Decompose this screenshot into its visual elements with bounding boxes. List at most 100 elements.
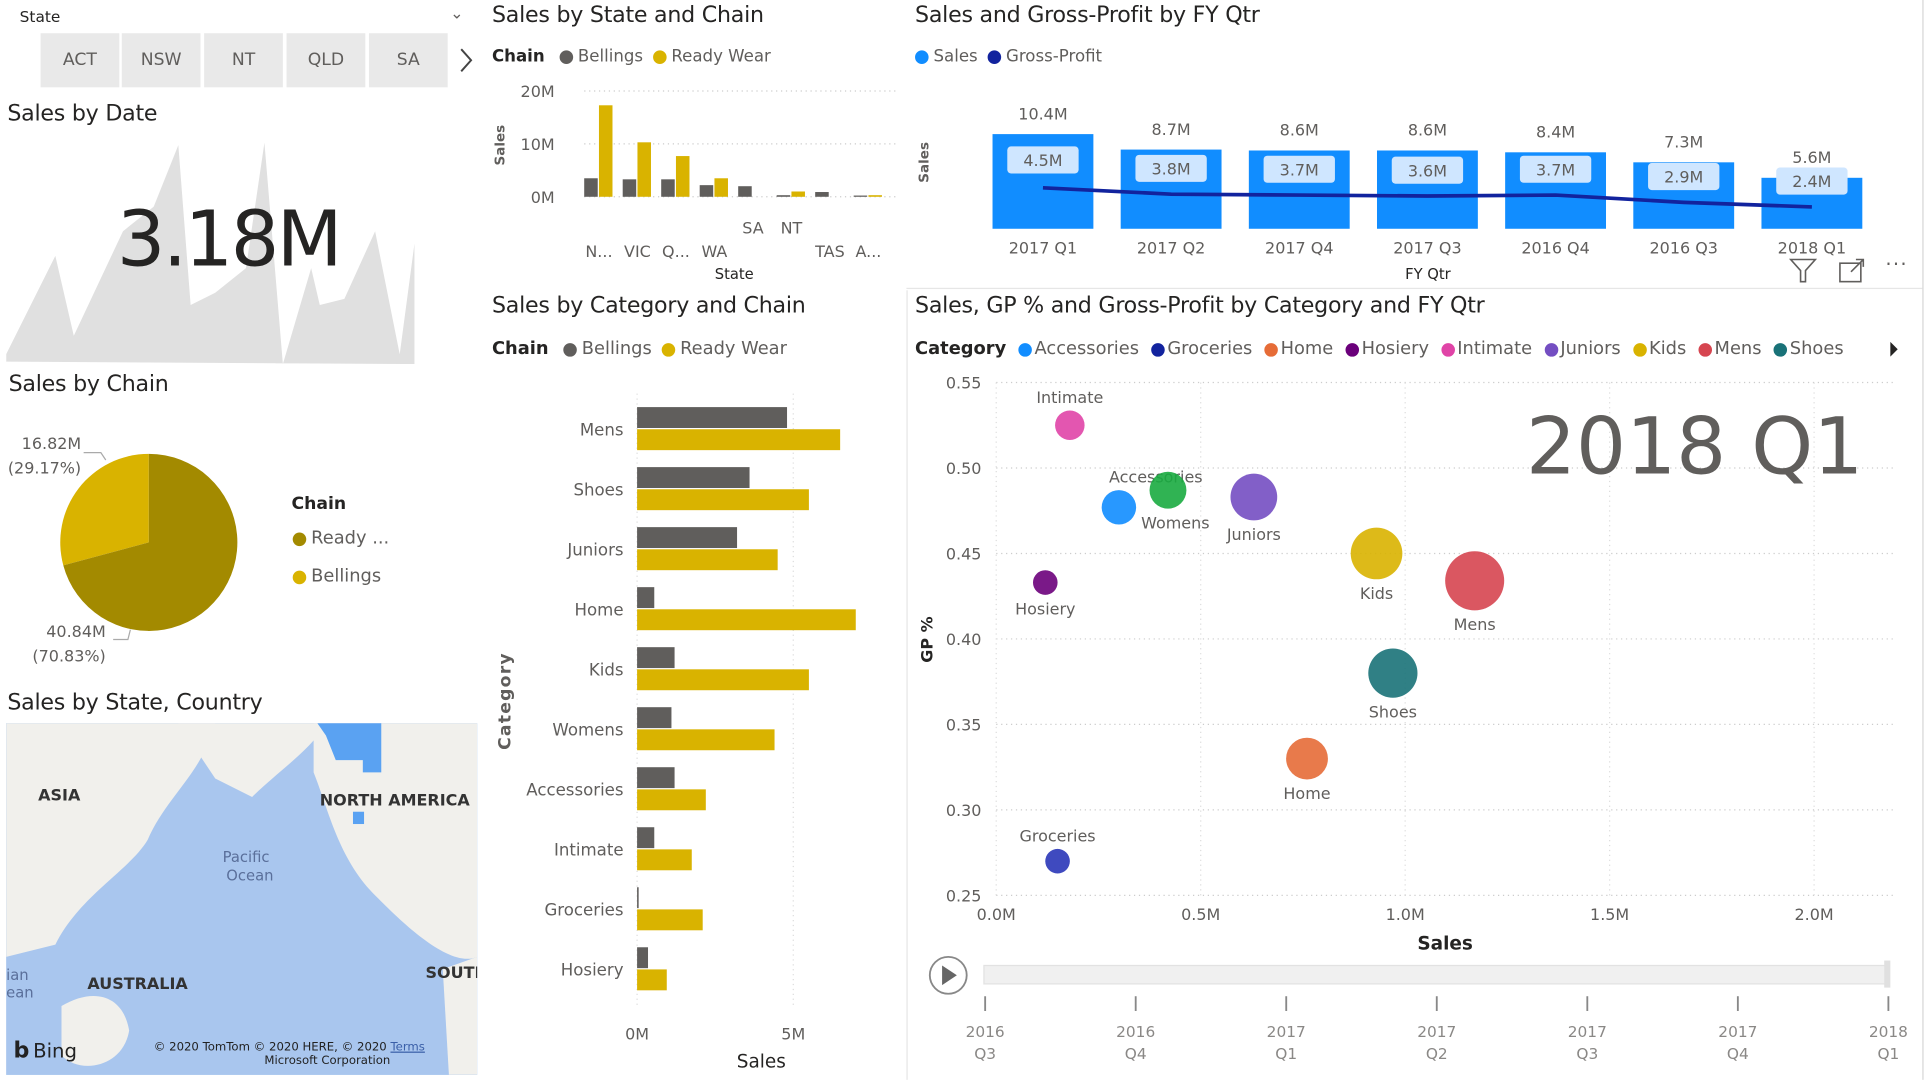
- bar-bellings[interactable]: [637, 767, 675, 789]
- bar-ready-wear[interactable]: [791, 191, 805, 197]
- legend-item-intimate[interactable]: Intimate: [1457, 339, 1533, 360]
- legend-ready-wear[interactable]: Ready Wear: [680, 339, 787, 360]
- bar-ready-wear[interactable]: [637, 142, 651, 197]
- play-axis-track[interactable]: [983, 964, 1889, 985]
- y-tick: 20M: [521, 82, 555, 101]
- map-label-pacific: Pacific: [222, 848, 270, 866]
- chevron-down-icon[interactable]: ⌄: [450, 4, 464, 24]
- play-axis-label-qtr: Q3: [974, 1045, 996, 1063]
- bar-bellings[interactable]: [637, 707, 672, 729]
- more-options-icon[interactable]: ···: [1885, 252, 1908, 276]
- x-tick: 2.0M: [1795, 905, 1834, 924]
- legend-ready-wear[interactable]: Ready Wear: [671, 46, 771, 67]
- bar-bellings[interactable]: [637, 587, 655, 609]
- bar-bellings[interactable]: [622, 179, 637, 197]
- legend-sales[interactable]: Sales: [933, 46, 978, 67]
- legend-item-kids[interactable]: Kids: [1649, 339, 1687, 360]
- bar-ready-wear[interactable]: [637, 789, 706, 811]
- legend-item-shoes[interactable]: Shoes: [1789, 339, 1844, 360]
- bar-bellings[interactable]: [815, 192, 829, 197]
- legend-title: Chain: [491, 339, 549, 360]
- legend-item-mens[interactable]: Mens: [1714, 339, 1762, 360]
- bubble-home[interactable]: [1286, 737, 1328, 780]
- pie-chart: 16.82M (29.17%) 40.84M (70.83%): [8, 434, 238, 666]
- x-tick: 2017 Q2: [1137, 238, 1205, 257]
- bar-ready-wear[interactable]: [637, 669, 809, 691]
- bar-bellings[interactable]: [853, 195, 868, 197]
- pie-label-value: 40.84M: [46, 622, 106, 641]
- pie-legend-ready-wear[interactable]: Ready ...: [288, 529, 389, 549]
- bar-ready-wear[interactable]: [637, 489, 809, 511]
- bubble-hosiery[interactable]: [1032, 570, 1058, 595]
- bar-ready-wear[interactable]: [637, 549, 778, 571]
- pie-legend-bellings[interactable]: Bellings: [288, 567, 381, 587]
- bar-bellings[interactable]: [637, 947, 649, 969]
- y-axis-title: GP %: [917, 616, 936, 662]
- bar-bellings[interactable]: [637, 887, 639, 909]
- state-chart-legend: Chain Bellings Ready Wear: [492, 47, 771, 67]
- play-axis-label-year: 2017: [1267, 1023, 1306, 1041]
- bar-bellings[interactable]: [637, 467, 750, 489]
- slicer-option-sa[interactable]: SA: [368, 33, 448, 88]
- bar-bellings[interactable]: [776, 195, 791, 197]
- legend-item-juniors[interactable]: Juniors: [1560, 339, 1621, 360]
- legend-item-accessories[interactable]: Accessories: [1034, 339, 1140, 360]
- bar-ready-wear[interactable]: [637, 729, 775, 751]
- x-tick: A...: [855, 242, 881, 261]
- bar-bellings[interactable]: [637, 527, 738, 549]
- divider: [1922, 0, 1924, 1080]
- play-axis-label-year: 2017: [1417, 1023, 1456, 1041]
- slicer-option-nt[interactable]: NT: [204, 33, 283, 88]
- bar-bellings[interactable]: [661, 179, 675, 197]
- data-label-sales: 10.4M: [1018, 104, 1067, 123]
- x-tick: 5M: [781, 1024, 805, 1043]
- focus-mode-icon[interactable]: [1839, 258, 1866, 283]
- bubble-juniors[interactable]: [1230, 473, 1278, 521]
- legend-gross-profit[interactable]: Gross-Profit: [1005, 46, 1103, 67]
- legend-item-home[interactable]: Home: [1280, 339, 1334, 360]
- bubble-kids[interactable]: [1350, 527, 1403, 580]
- bar-ready-wear[interactable]: [714, 178, 728, 197]
- legend-bellings[interactable]: Bellings: [581, 339, 652, 360]
- data-label-bg: [1776, 167, 1848, 195]
- data-label-bg: [1263, 155, 1335, 183]
- slicer-option-nsw[interactable]: NSW: [121, 33, 201, 88]
- bar-ready-wear[interactable]: [637, 909, 703, 931]
- map-visual[interactable]: ASIA NORTH AMERICA Pacific Ocean AUSTRAL…: [6, 723, 478, 1075]
- bar-ready-wear[interactable]: [637, 609, 856, 631]
- bar-ready-wear[interactable]: [637, 849, 692, 871]
- bubble-intimate[interactable]: [1055, 410, 1085, 440]
- y-tick: 0.40: [946, 630, 982, 649]
- legend-next-arrow-icon[interactable]: [1888, 341, 1900, 358]
- bar-bellings[interactable]: [699, 185, 714, 197]
- bar-ready-wear[interactable]: [598, 105, 613, 197]
- play-axis-label-qtr: Q4: [1125, 1045, 1147, 1063]
- play-icon: [942, 965, 957, 986]
- play-axis-handle[interactable]: [1884, 960, 1891, 988]
- legend-item-groceries[interactable]: Groceries: [1167, 339, 1253, 360]
- bar-ready-wear[interactable]: [637, 969, 667, 991]
- map-title: Sales by State, Country: [7, 689, 263, 716]
- terms-link[interactable]: Terms: [390, 1040, 425, 1055]
- chevron-right-icon[interactable]: [458, 47, 475, 74]
- legend-bellings[interactable]: Bellings: [577, 46, 644, 67]
- bar-ready-wear[interactable]: [675, 156, 690, 197]
- divider: [906, 290, 908, 1080]
- bar-bellings[interactable]: [637, 827, 655, 849]
- bubble-womens[interactable]: [1149, 471, 1187, 509]
- bubble-groceries[interactable]: [1045, 848, 1070, 874]
- bubble-mens[interactable]: [1445, 551, 1505, 611]
- bar-bellings[interactable]: [637, 407, 788, 429]
- x-tick: Q...: [662, 242, 690, 261]
- bubble-shoes[interactable]: [1368, 648, 1418, 698]
- bar-ready-wear[interactable]: [637, 429, 841, 451]
- bar-bellings[interactable]: [637, 647, 675, 669]
- bar-ready-wear[interactable]: [868, 195, 882, 197]
- slicer-option-act[interactable]: ACT: [40, 33, 120, 88]
- slicer-option-qld[interactable]: QLD: [286, 33, 366, 88]
- filter-icon[interactable]: [1788, 257, 1818, 284]
- bar-bellings[interactable]: [584, 178, 598, 197]
- bubble-accessories[interactable]: [1101, 490, 1137, 525]
- bar-bellings[interactable]: [738, 186, 752, 197]
- legend-item-hosiery[interactable]: Hosiery: [1361, 339, 1430, 360]
